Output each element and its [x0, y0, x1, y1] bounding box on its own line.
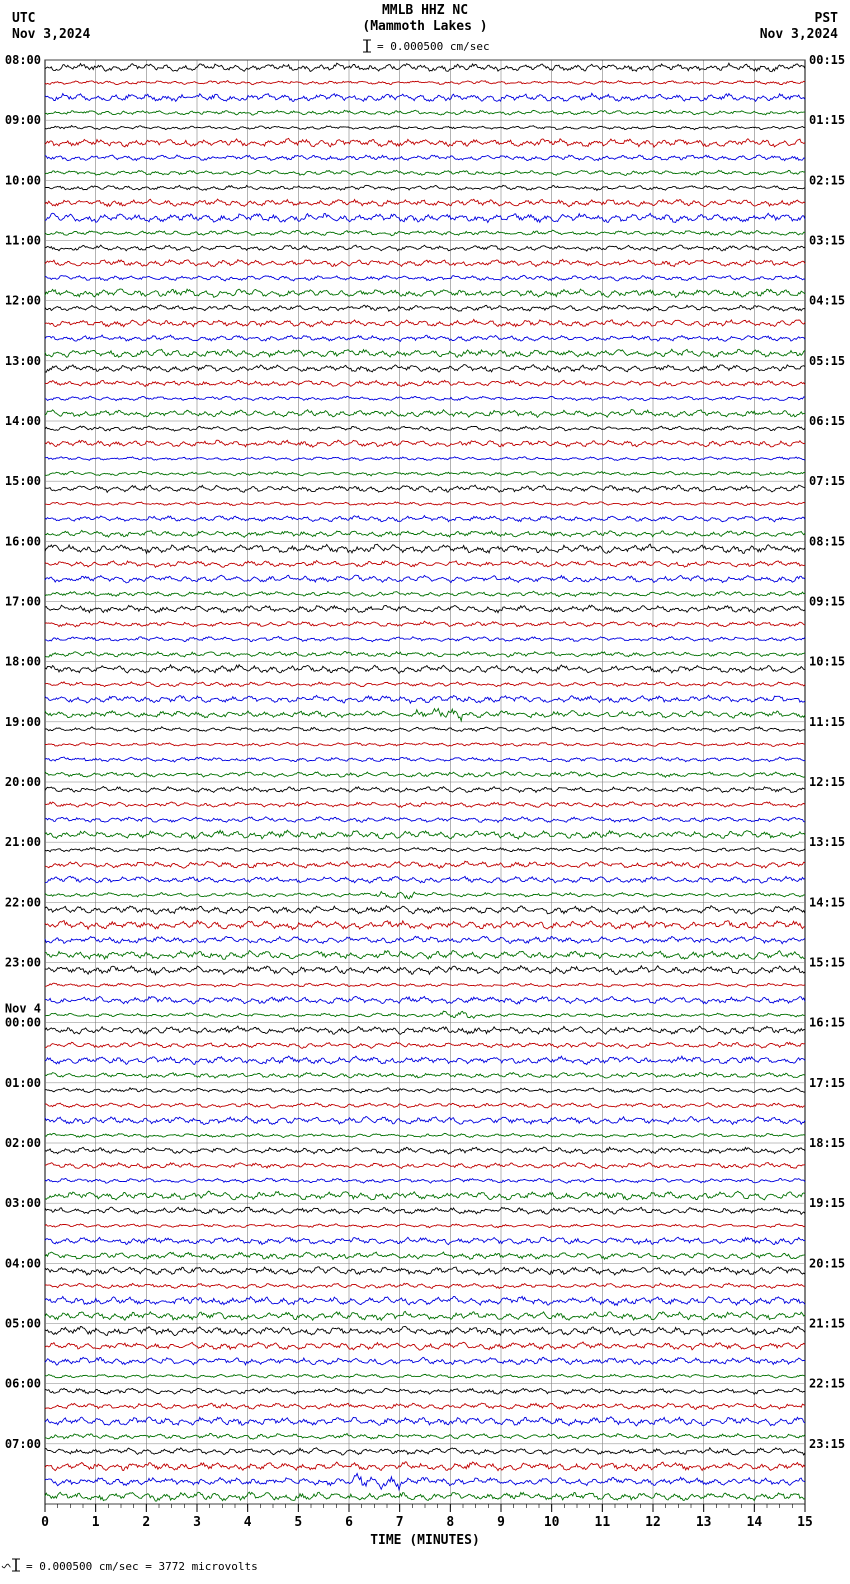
pst-hour-label: 05:15 — [809, 354, 845, 368]
pst-hour-label: 02:15 — [809, 173, 845, 187]
utc-hour-label: 06:00 — [5, 1377, 41, 1391]
utc-label: UTC — [12, 11, 35, 26]
utc-hour-label: 16:00 — [5, 534, 41, 548]
pst-hour-label: 04:15 — [809, 294, 845, 308]
scale-label: = 0.000500 cm/sec — [377, 40, 490, 53]
utc-hour-label: 07:00 — [5, 1437, 41, 1451]
pst-hour-label: 22:15 — [809, 1377, 845, 1391]
x-tick-label: 14 — [747, 1515, 763, 1530]
x-tick-label: 13 — [696, 1515, 712, 1530]
pst-hour-label: 21:15 — [809, 1317, 845, 1331]
utc-hour-label: 15:00 — [5, 474, 41, 488]
utc-hour-label: 05:00 — [5, 1317, 41, 1331]
station-location: (Mammoth Lakes ) — [362, 19, 487, 34]
pst-hour-label: 13:15 — [809, 835, 845, 849]
utc-hour-label: 23:00 — [5, 956, 41, 970]
utc-hour-label: 10:00 — [5, 173, 41, 187]
x-tick-label: 0 — [41, 1515, 49, 1530]
utc-hour-label: 04:00 — [5, 1256, 41, 1270]
pst-hour-label: 18:15 — [809, 1136, 845, 1150]
pst-hour-label: 03:15 — [809, 234, 845, 248]
x-tick-label: 11 — [595, 1515, 611, 1530]
x-tick-label: 7 — [396, 1515, 404, 1530]
pst-hour-label: 07:15 — [809, 474, 845, 488]
utc-hour-label: 14:00 — [5, 414, 41, 428]
pst-hour-label: 19:15 — [809, 1196, 845, 1210]
utc-hour-label: 01:00 — [5, 1076, 41, 1090]
x-axis-label: TIME (MINUTES) — [370, 1533, 480, 1548]
pst-hour-label: 09:15 — [809, 595, 845, 609]
pst-hour-label: 15:15 — [809, 956, 845, 970]
utc-hour-label: 20:00 — [5, 775, 41, 789]
footer-scale-note: = 0.000500 cm/sec = 3772 microvolts — [26, 1560, 258, 1573]
utc-hour-label: 11:00 — [5, 234, 41, 248]
utc-extra-date: Nov 4 — [5, 1002, 41, 1016]
x-tick-label: 8 — [446, 1515, 454, 1530]
utc-hour-label: 22:00 — [5, 895, 41, 909]
x-tick-label: 5 — [294, 1515, 302, 1530]
x-tick-label: 15 — [797, 1515, 813, 1530]
pst-hour-label: 16:15 — [809, 1016, 845, 1030]
utc-hour-label: 03:00 — [5, 1196, 41, 1210]
helicorder-plot: MMLB HHZ NC(Mammoth Lakes ) = 0.000500 cm… — [0, 0, 850, 1584]
utc-hour-label: 09:00 — [5, 113, 41, 127]
pst-hour-label: 10:15 — [809, 655, 845, 669]
pst-hour-label: 08:15 — [809, 534, 845, 548]
utc-hour-label: 00:00 — [5, 1016, 41, 1030]
utc-hour-label: 02:00 — [5, 1136, 41, 1150]
x-tick-label: 10 — [544, 1515, 560, 1530]
station-code: MMLB HHZ NC — [382, 3, 468, 18]
pst-hour-label: 14:15 — [809, 895, 845, 909]
utc-hour-label: 19:00 — [5, 715, 41, 729]
pst-hour-label: 11:15 — [809, 715, 845, 729]
pst-label: PST — [815, 11, 839, 26]
x-tick-label: 6 — [345, 1515, 353, 1530]
utc-hour-label: 08:00 — [5, 53, 41, 67]
x-tick-label: 12 — [645, 1515, 661, 1530]
utc-date: Nov 3,2024 — [12, 27, 90, 42]
pst-date: Nov 3,2024 — [760, 27, 838, 42]
x-tick-label: 3 — [193, 1515, 201, 1530]
utc-hour-label: 13:00 — [5, 354, 41, 368]
x-tick-label: 1 — [92, 1515, 100, 1530]
x-tick-label: 9 — [497, 1515, 505, 1530]
utc-hour-label: 17:00 — [5, 595, 41, 609]
utc-hour-label: 18:00 — [5, 655, 41, 669]
pst-hour-label: 12:15 — [809, 775, 845, 789]
utc-hour-label: 12:00 — [5, 294, 41, 308]
x-tick-label: 2 — [142, 1515, 150, 1530]
pst-hour-label: 20:15 — [809, 1256, 845, 1270]
pst-hour-label: 17:15 — [809, 1076, 845, 1090]
pst-hour-label: 06:15 — [809, 414, 845, 428]
pst-hour-label: 01:15 — [809, 113, 845, 127]
utc-hour-label: 21:00 — [5, 835, 41, 849]
pst-hour-label: 00:15 — [809, 53, 845, 67]
pst-hour-label: 23:15 — [809, 1437, 845, 1451]
x-tick-label: 4 — [244, 1515, 252, 1530]
